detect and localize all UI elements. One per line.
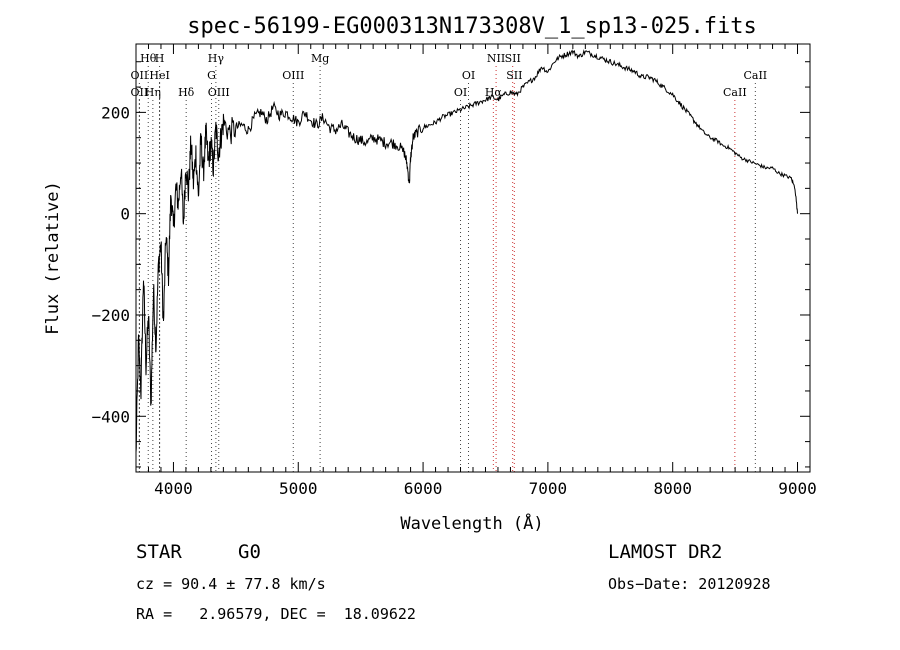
- y-tick-label: 0: [120, 205, 130, 224]
- object-subclass: G0: [238, 541, 261, 563]
- y-tick-label: −400: [91, 407, 130, 426]
- x-tick-label: 8000: [653, 479, 692, 498]
- redshift-text: cz = 90.4 ± 77.8 km/s: [136, 575, 326, 593]
- coordinates: RA = 2.96579, DEC = 18.09622: [136, 605, 416, 623]
- marker-label: OI: [462, 69, 475, 82]
- y-tick-label: −200: [91, 306, 130, 325]
- marker-label: Hθ: [140, 52, 157, 65]
- x-axis: 4000 5000 6000 7000 8000 9000: [147, 44, 817, 498]
- x-axis-label: Wavelength (Å): [400, 512, 543, 534]
- marker-label: Hη: [145, 86, 161, 99]
- marker-label: SII: [505, 52, 521, 65]
- chart-title: spec-56199-EG000313N173308V_1_sp13-025.f…: [187, 14, 757, 39]
- y-axis: −400 −200 0 200: [91, 61, 810, 468]
- spectrum-line: [135, 49, 798, 453]
- marker-label: H: [155, 52, 165, 65]
- marker-label: Hα: [485, 86, 503, 99]
- y-tick-label: 200: [101, 103, 130, 122]
- x-tick-label: 7000: [529, 479, 568, 498]
- plot-frame: [135, 43, 811, 473]
- obs-date: Obs−Date: 20120928: [608, 575, 771, 593]
- marker-label: OIII: [208, 86, 230, 99]
- marker-label: OII: [131, 86, 149, 99]
- x-tick-label: 5000: [279, 479, 318, 498]
- marker-label: CaII: [723, 86, 747, 99]
- marker-label: Mg: [311, 52, 329, 65]
- marker-label: SII: [506, 69, 522, 82]
- marker-label: Hγ: [208, 52, 225, 65]
- survey-name: LAMOST DR2: [608, 541, 723, 563]
- marker-label: OII: [131, 69, 149, 82]
- marker-label: Hδ: [178, 86, 195, 99]
- x-tick-label: 4000: [154, 479, 193, 498]
- object-class: STAR: [136, 541, 182, 563]
- y-axis-label: Flux (relative): [43, 181, 63, 335]
- marker-label: G: [207, 69, 216, 82]
- x-tick-label: 6000: [404, 479, 443, 498]
- marker-label: HeI: [149, 69, 169, 82]
- marker-label: NII: [487, 52, 505, 65]
- marker-label: OI: [454, 86, 467, 99]
- x-tick-label: 9000: [778, 479, 817, 498]
- marker-label: OIII: [282, 69, 304, 82]
- marker-label: CaII: [743, 69, 767, 82]
